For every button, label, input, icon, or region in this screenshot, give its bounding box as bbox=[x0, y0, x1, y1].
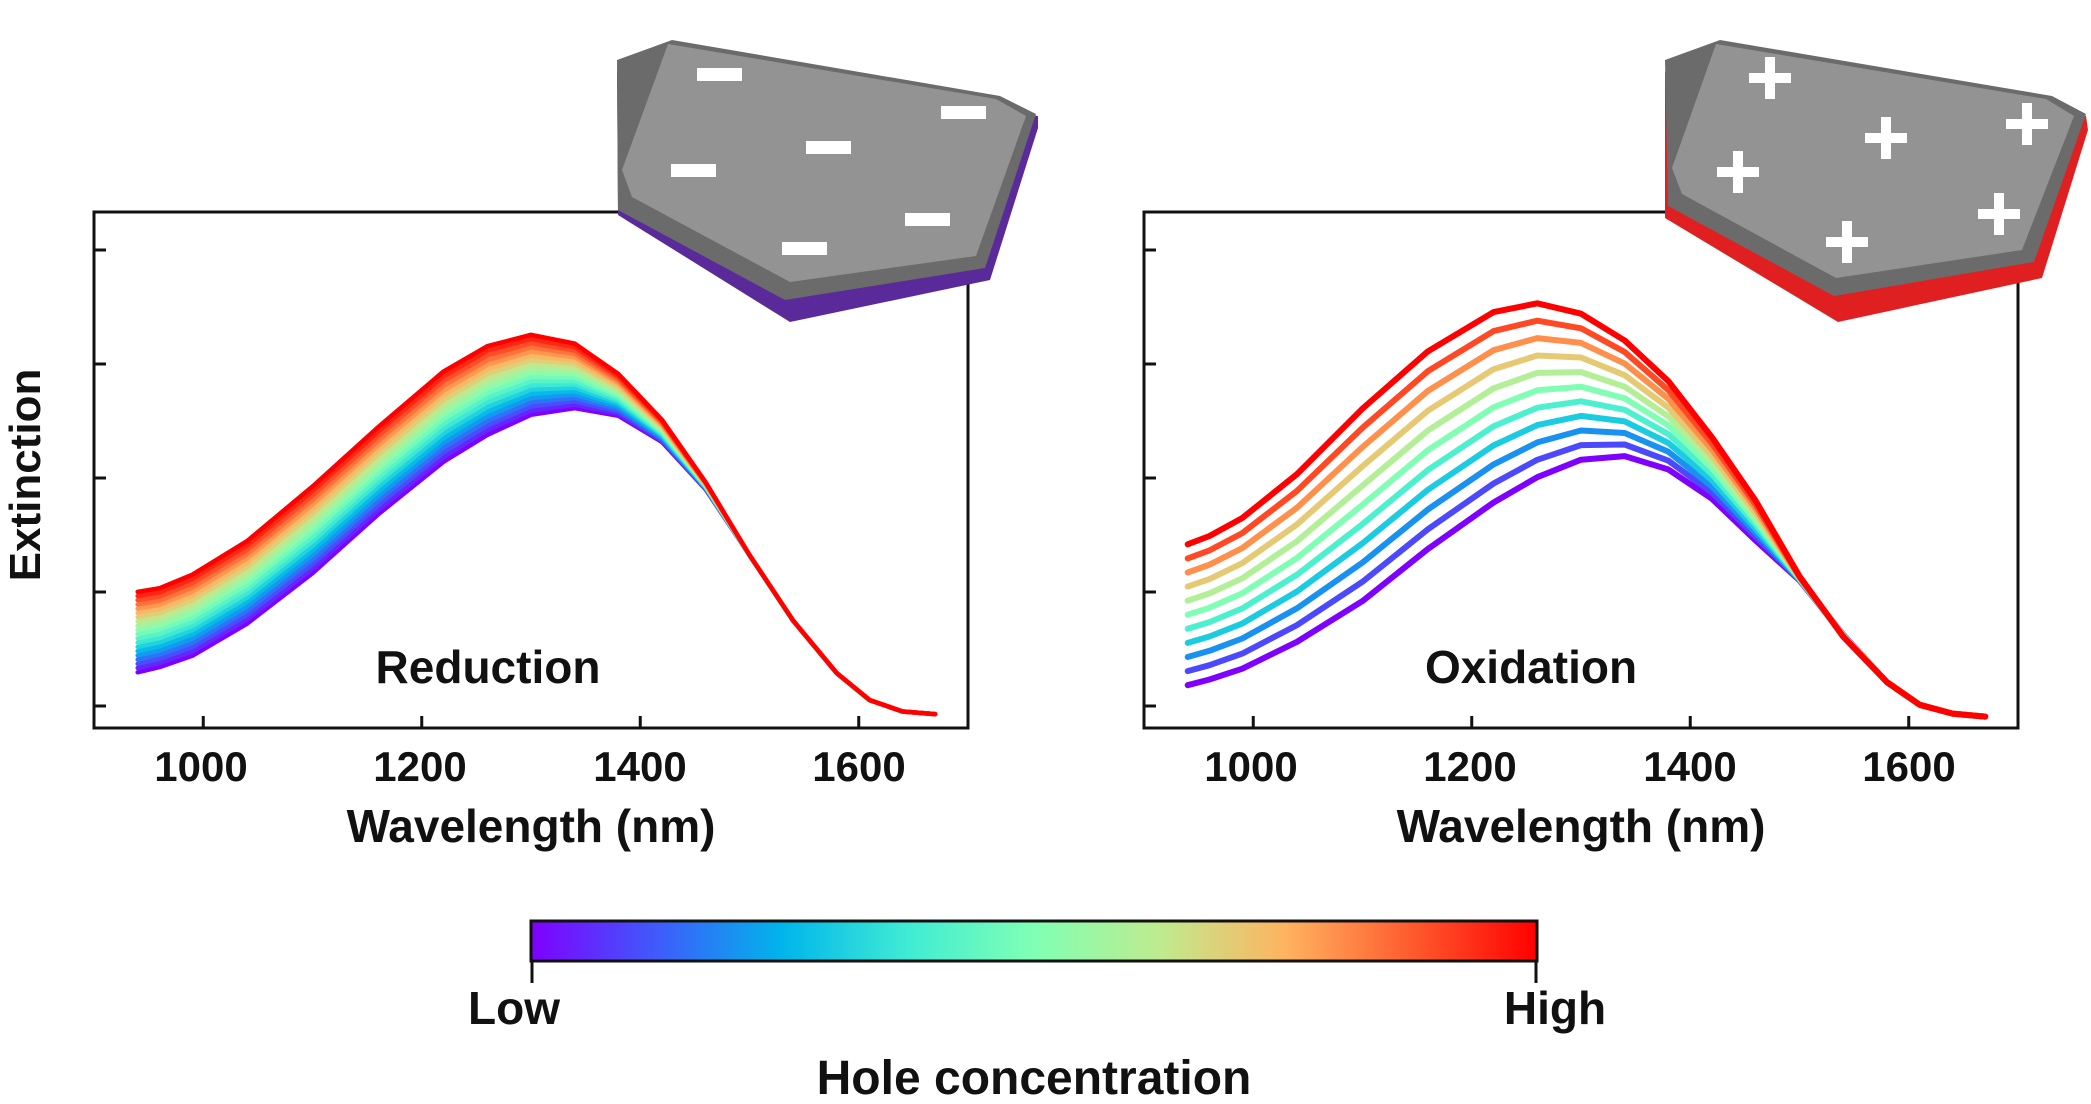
reduction-x-tick-label: 1400 bbox=[593, 743, 686, 790]
reduction-x-axis-title: Wavelength (nm) bbox=[347, 800, 716, 852]
reduction-x-ticks bbox=[201, 716, 861, 728]
minus-sign-icon bbox=[905, 213, 950, 226]
oxidation-nanoplatelet-inset bbox=[1665, 27, 2088, 322]
colorbar-gradient bbox=[529, 919, 1539, 963]
minus-sign-icon bbox=[839, 44, 884, 57]
reduction-curves bbox=[135, 332, 938, 717]
reduction-x-tick-label: 1200 bbox=[373, 743, 466, 790]
minus-sign-icon bbox=[782, 242, 827, 255]
reduction-x-tick-label: 1600 bbox=[812, 743, 905, 790]
plus-sign-icon bbox=[1978, 193, 2020, 235]
reduction-spectrum-line bbox=[135, 332, 938, 717]
oxidation-y-ticks bbox=[1144, 248, 1156, 708]
y-axis-title: Extinction bbox=[1, 369, 50, 582]
oxidation-x-tick-label: 1200 bbox=[1423, 743, 1516, 790]
reduction-plot-frame bbox=[92, 210, 970, 730]
oxidation-plot-frame bbox=[1142, 210, 2020, 730]
reduction-x-tick-label: 1000 bbox=[154, 743, 247, 790]
colorbar-low-label: Low bbox=[468, 982, 560, 1034]
oxidation-nanoplatelet-face bbox=[1672, 44, 2074, 278]
oxidation-x-ticks bbox=[1251, 716, 1911, 728]
reduction-y-ticks bbox=[94, 248, 106, 708]
oxidation-x-tick-label: 1600 bbox=[1862, 743, 1955, 790]
colorbar-title: Hole concentration bbox=[817, 1052, 1252, 1104]
plus-sign-icon bbox=[1717, 151, 1759, 193]
oxidation-curves bbox=[1184, 300, 1989, 720]
plus-sign-icon bbox=[2006, 103, 2048, 145]
oxidation-panel-label: Oxidation bbox=[1425, 641, 1637, 693]
oxidation-panel: 1000 1200 1400 1600 Wavelength (nm) Oxid… bbox=[1142, 27, 2088, 852]
minus-sign-icon bbox=[806, 141, 851, 154]
reduction-panel-label: Reduction bbox=[376, 641, 601, 693]
reduction-nanoplatelet-inset bbox=[617, 40, 1038, 322]
minus-sign-icon bbox=[671, 164, 716, 177]
colorbar-high-label: High bbox=[1504, 982, 1606, 1034]
oxidation-x-axis-title: Wavelength (nm) bbox=[1397, 800, 1766, 852]
oxidation-x-tick-label: 1400 bbox=[1643, 743, 1736, 790]
colorbar: Low High Hole concentration bbox=[468, 919, 1606, 1104]
plus-sign-icon bbox=[1895, 27, 1937, 69]
plus-sign-icon bbox=[1749, 57, 1791, 99]
oxidation-spectrum-line bbox=[1184, 300, 1989, 720]
minus-sign-icon bbox=[941, 106, 986, 119]
plus-sign-icon bbox=[1865, 117, 1907, 159]
minus-sign-icon bbox=[697, 68, 742, 81]
plus-sign-icon bbox=[1826, 221, 1868, 263]
oxidation-x-tick-label: 1000 bbox=[1204, 743, 1297, 790]
reduction-panel: 1000 1200 1400 1600 Wavelength (nm) Redu… bbox=[92, 40, 1038, 852]
